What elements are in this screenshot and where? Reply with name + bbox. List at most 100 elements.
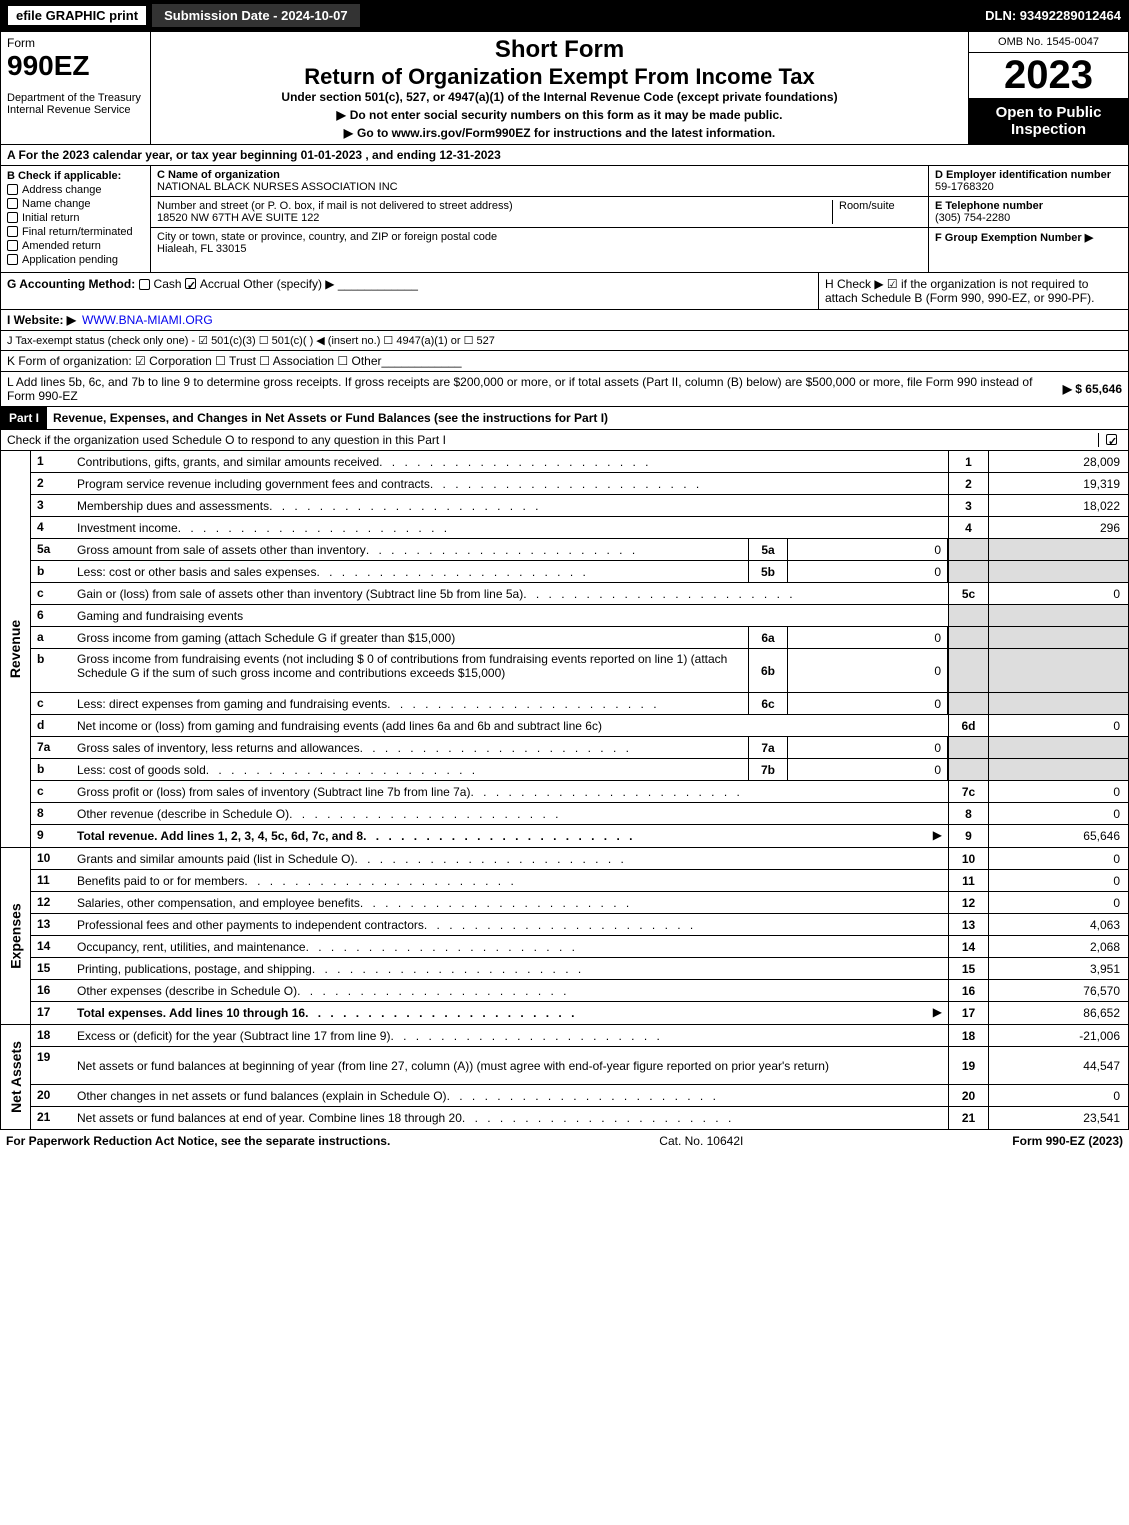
- omb-number: OMB No. 1545-0047: [969, 32, 1128, 53]
- row-g-label: G Accounting Method:: [7, 277, 135, 291]
- chk-cash[interactable]: [139, 279, 150, 290]
- website-link[interactable]: WWW.BNA-MIAMI.ORG: [82, 313, 213, 327]
- chk-initial-return[interactable]: [7, 212, 18, 223]
- row-h: H Check ▶ ☑ if the organization is not r…: [818, 273, 1128, 309]
- top-bar: efile GRAPHIC print Submission Date - 20…: [0, 0, 1129, 31]
- form-number: 990EZ: [7, 50, 144, 82]
- row-l: L Add lines 5b, 6c, and 7b to line 9 to …: [0, 372, 1129, 407]
- l5c-num: c: [31, 583, 71, 604]
- org-address: 18520 NW 67TH AVE SUITE 122: [157, 212, 832, 224]
- l6b-num: b: [31, 649, 71, 692]
- page-footer: For Paperwork Reduction Act Notice, see …: [0, 1130, 1129, 1152]
- efile-print-button[interactable]: efile GRAPHIC print: [8, 6, 146, 25]
- info-grid: B Check if applicable: Address change Na…: [0, 166, 1129, 273]
- l7a-mv: 0: [788, 737, 948, 758]
- l17-rn: 17: [948, 1002, 988, 1024]
- header-right: OMB No. 1545-0047 2023 Open to Public In…: [968, 32, 1128, 144]
- l4-value: 296: [988, 517, 1128, 538]
- l15-text: Printing, publications, postage, and shi…: [71, 958, 948, 979]
- l5a-num: 5a: [31, 539, 71, 560]
- box-d-label: D Employer identification number: [935, 169, 1122, 181]
- row-k: K Form of organization: ☑ Corporation ☐ …: [0, 351, 1129, 372]
- l10-num: 10: [31, 848, 71, 869]
- l7b-rv-shade: [988, 759, 1128, 780]
- submission-date-button[interactable]: Submission Date - 2024-10-07: [152, 4, 360, 27]
- l6c-rn-shade: [948, 693, 988, 714]
- l4-num: 4: [31, 517, 71, 538]
- l15-num: 15: [31, 958, 71, 979]
- l5a-mb: 5a: [748, 539, 788, 560]
- l7a-rn-shade: [948, 737, 988, 758]
- l13-value: 4,063: [988, 914, 1128, 935]
- l5a-text: Gross amount from sale of assets other t…: [71, 539, 748, 560]
- net-assets-section: Net Assets 18Excess or (deficit) for the…: [0, 1025, 1129, 1130]
- l7c-text: Gross profit or (loss) from sales of inv…: [71, 781, 948, 802]
- chk-accrual[interactable]: [185, 278, 196, 289]
- chk-initial-return-label: Initial return: [22, 212, 79, 224]
- l1-rn: 1: [948, 451, 988, 472]
- l8-num: 8: [31, 803, 71, 824]
- revenue-side-label: Revenue: [1, 451, 31, 847]
- expenses-section: Expenses 10Grants and similar amounts pa…: [0, 848, 1129, 1025]
- subtitle: Under section 501(c), 527, or 4947(a)(1)…: [159, 90, 960, 104]
- l6b-rn-shade: [948, 649, 988, 692]
- box-c: C Name of organization NATIONAL BLACK NU…: [151, 166, 928, 272]
- l6-rv-shade: [988, 605, 1128, 626]
- l4-text: Investment income: [71, 517, 948, 538]
- row-l-text: L Add lines 5b, 6c, and 7b to line 9 to …: [7, 375, 1055, 403]
- l18-value: -21,006: [988, 1025, 1128, 1046]
- l19-num: 19: [31, 1047, 71, 1084]
- l21-value: 23,541: [988, 1107, 1128, 1129]
- dln-label: DLN: 93492289012464: [985, 8, 1121, 23]
- part1-header: Part I Revenue, Expenses, and Changes in…: [0, 407, 1129, 430]
- l7a-rv-shade: [988, 737, 1128, 758]
- l3-rn: 3: [948, 495, 988, 516]
- l15-value: 3,951: [988, 958, 1128, 979]
- chk-application-pending[interactable]: [7, 254, 18, 265]
- chk-name-change[interactable]: [7, 198, 18, 209]
- l19-text: Net assets or fund balances at beginning…: [71, 1047, 948, 1084]
- row-k-text: K Form of organization: ☑ Corporation ☐ …: [7, 354, 382, 368]
- l6c-mv: 0: [788, 693, 948, 714]
- part1-checkbox[interactable]: [1106, 434, 1117, 445]
- tax-year: 2023: [969, 53, 1128, 98]
- box-b-label: B Check if applicable:: [7, 170, 144, 182]
- l9-value: 65,646: [988, 825, 1128, 847]
- box-d: D Employer identification number 59-1768…: [928, 166, 1128, 272]
- footer-left: For Paperwork Reduction Act Notice, see …: [6, 1134, 390, 1148]
- box-c-label: C Name of organization: [157, 169, 922, 181]
- row-i-label: I Website: ▶: [7, 313, 76, 327]
- l6a-text: Gross income from gaming (attach Schedul…: [71, 627, 748, 648]
- l13-rn: 13: [948, 914, 988, 935]
- row-l-amount: ▶ $ 65,646: [1063, 382, 1122, 396]
- l11-num: 11: [31, 870, 71, 891]
- note-ssn: Do not enter social security numbers on …: [159, 108, 960, 122]
- l16-value: 76,570: [988, 980, 1128, 1001]
- l6d-text: Net income or (loss) from gaming and fun…: [71, 715, 948, 736]
- l6a-mv: 0: [788, 627, 948, 648]
- part1-label: Part I: [1, 407, 47, 429]
- l1-value: 28,009: [988, 451, 1128, 472]
- l12-text: Salaries, other compensation, and employ…: [71, 892, 948, 913]
- header-left: Form 990EZ Department of the Treasury In…: [1, 32, 151, 144]
- chk-amended-return[interactable]: [7, 240, 18, 251]
- l13-text: Professional fees and other payments to …: [71, 914, 948, 935]
- l9-text: Total revenue. Add lines 1, 2, 3, 4, 5c,…: [71, 825, 927, 847]
- l20-num: 20: [31, 1085, 71, 1106]
- l14-rn: 14: [948, 936, 988, 957]
- chk-final-return[interactable]: [7, 226, 18, 237]
- note-link: Go to www.irs.gov/Form990EZ for instruct…: [159, 126, 960, 140]
- l19-value: 44,547: [988, 1047, 1128, 1084]
- l7c-num: c: [31, 781, 71, 802]
- chk-address-change[interactable]: [7, 184, 18, 195]
- l5b-num: b: [31, 561, 71, 582]
- form-word: Form: [7, 36, 144, 50]
- header-center: Short Form Return of Organization Exempt…: [151, 32, 968, 144]
- l5a-mv: 0: [788, 539, 948, 560]
- l14-num: 14: [31, 936, 71, 957]
- l13-num: 13: [31, 914, 71, 935]
- l7b-text: Less: cost of goods sold: [71, 759, 748, 780]
- l5b-rv-shade: [988, 561, 1128, 582]
- chk-application-pending-label: Application pending: [22, 254, 118, 266]
- chk-cash-label: Cash: [154, 277, 182, 291]
